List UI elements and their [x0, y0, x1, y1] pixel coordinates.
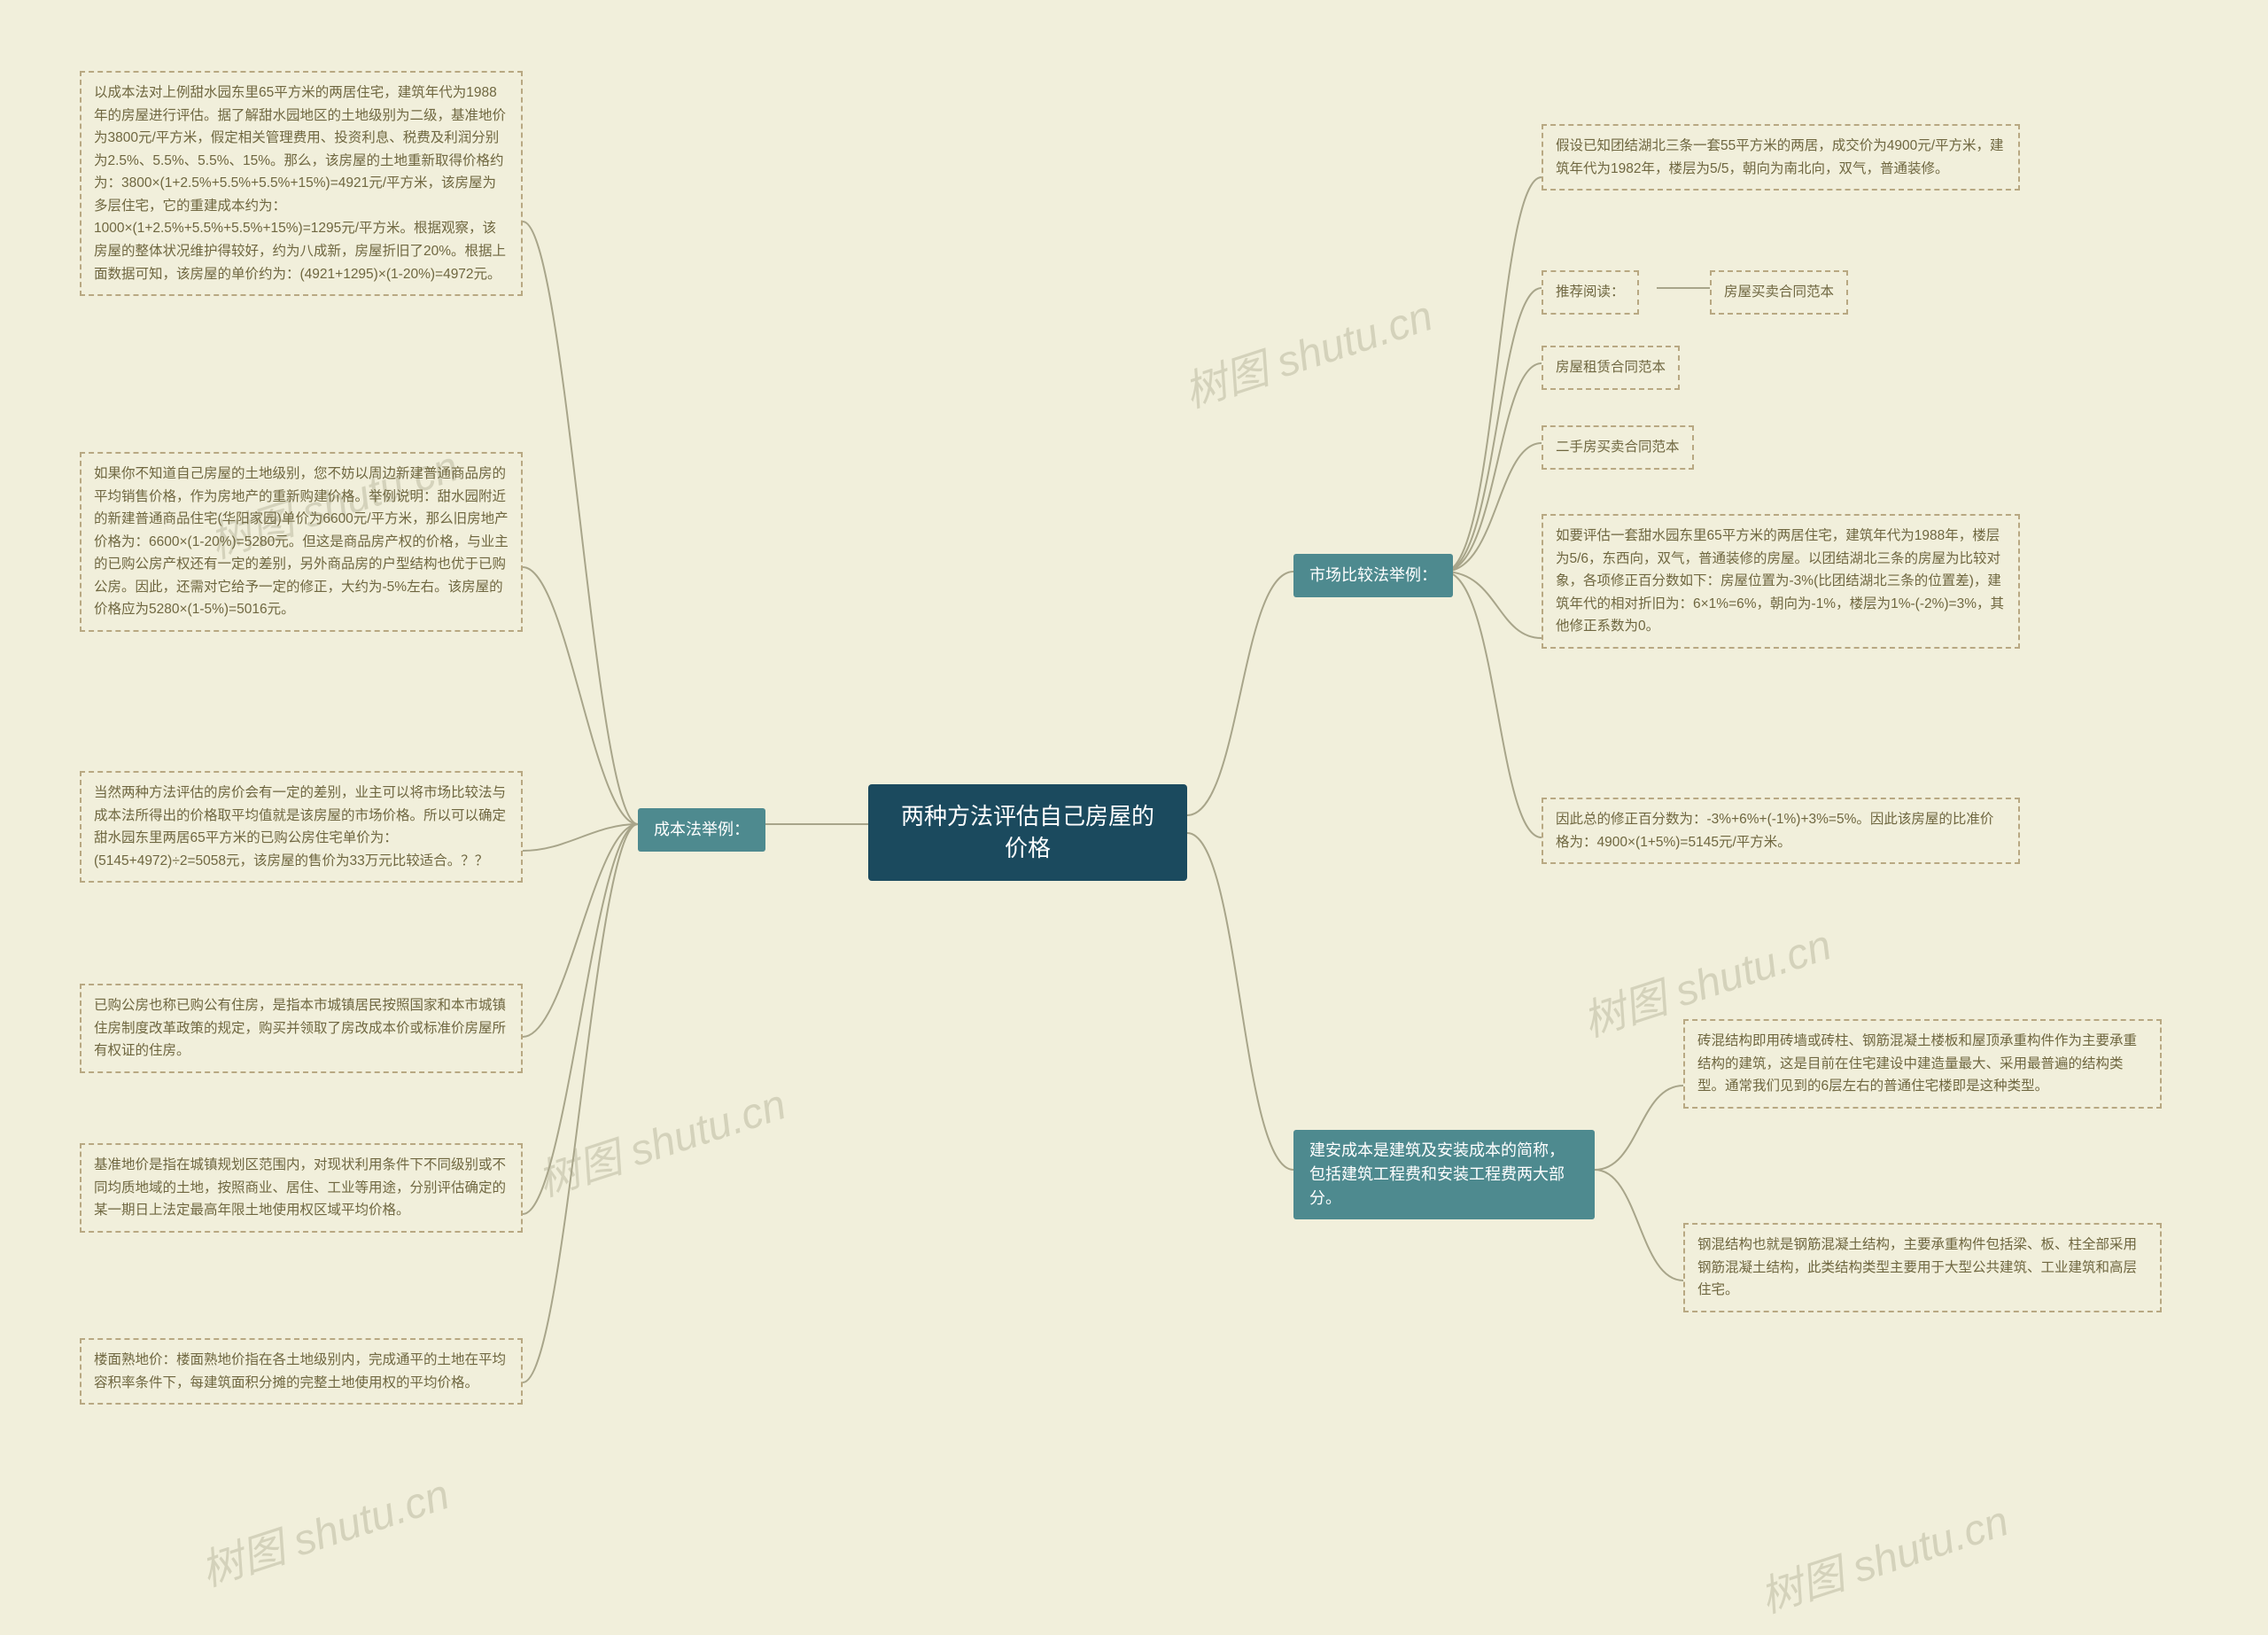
leaf-market-1: 假设已知团结湖北三条一套55平方米的两居，成交价为4900元/平方米，建筑年代为… [1542, 124, 2020, 191]
branch-market-method-label: 市场比较法举例： [1309, 566, 1437, 584]
branch-market-method: 市场比较法举例： [1293, 554, 1453, 597]
leaf-cost-2-text: 如果你不知道自己房屋的土地级别，您不妨以周边新建普通商品房的平均销售价格，作为房… [94, 466, 509, 617]
leaf-cost-5-text: 基准地价是指在城镇规划区范围内，对现状利用条件下不同级别或不同均质地域的土地，按… [94, 1157, 506, 1218]
watermark: 树图 shutu.cn [528, 1070, 792, 1208]
leaf-cost-3-text: 当然两种方法评估的房价会有一定的差别，业主可以将市场比较法与成本法所得出的价格取… [94, 785, 506, 868]
leaf-market-6-text: 因此总的修正百分数为：-3%+6%+(-1%)+3%=5%。因此该房屋的比准价格… [1556, 812, 1993, 850]
leaf-market-5-text: 如要评估一套甜水园东里65平方米的两居住宅，建筑年代为1988年，楼层为5/6，… [1556, 528, 2004, 634]
branch-cost-method-label: 成本法举例： [654, 821, 750, 838]
leaf-market-1-text: 假设已知团结湖北三条一套55平方米的两居，成交价为4900元/平方米，建筑年代为… [1556, 138, 2004, 176]
leaf-cost-4-text: 已购公房也称已购公有住房，是指本市城镇居民按照国家和本市城镇住房制度改革政策的规… [94, 998, 506, 1058]
leaf-construct-1: 砖混结构即用砖墙或砖柱、钢筋混凝土楼板和屋顶承重构件作为主要承重结构的建筑，这是… [1683, 1019, 2162, 1109]
leaf-market-2b: 房屋买卖合同范本 [1710, 270, 1848, 315]
leaf-cost-1: 以成本法对上例甜水园东里65平方米的两居住宅，建筑年代为1988年的房屋进行评估… [80, 71, 523, 296]
center-topic-text: 两种方法评估自己房屋的价格 [901, 803, 1154, 861]
leaf-market-4-text: 二手房买卖合同范本 [1556, 440, 1680, 455]
leaf-cost-6: 楼面熟地价：楼面熟地价指在各土地级别内，完成通平的土地在平均容积率条件下，每建筑… [80, 1338, 523, 1405]
leaf-construct-1-text: 砖混结构即用砖墙或砖柱、钢筋混凝土楼板和屋顶承重构件作为主要承重结构的建筑，这是… [1697, 1033, 2137, 1094]
leaf-market-2: 推荐阅读： [1542, 270, 1639, 315]
leaf-construct-2-text: 钢混结构也就是钢筋混凝土结构，主要承重构件包括梁、板、柱全部采用钢筋混凝土结构，… [1697, 1237, 2137, 1297]
leaf-cost-6-text: 楼面熟地价：楼面熟地价指在各土地级别内，完成通平的土地在平均容积率条件下，每建筑… [94, 1352, 506, 1390]
watermark: 树图 shutu.cn [1175, 281, 1439, 419]
leaf-cost-4: 已购公房也称已购公有住房，是指本市城镇居民按照国家和本市城镇住房制度改革政策的规… [80, 984, 523, 1073]
leaf-market-6: 因此总的修正百分数为：-3%+6%+(-1%)+3%=5%。因此该房屋的比准价格… [1542, 798, 2020, 864]
leaf-market-3: 房屋租赁合同范本 [1542, 346, 1680, 390]
leaf-market-2b-text: 房屋买卖合同范本 [1724, 284, 1834, 300]
leaf-market-5: 如要评估一套甜水园东里65平方米的两居住宅，建筑年代为1988年，楼层为5/6，… [1542, 514, 2020, 649]
branch-construction-cost-label: 建安成本是建筑及安装成本的简称，包括建筑工程费和安装工程费两大部分。 [1309, 1141, 1565, 1207]
leaf-cost-5: 基准地价是指在城镇规划区范围内，对现状利用条件下不同级别或不同均质地域的土地，按… [80, 1143, 523, 1233]
leaf-construct-2: 钢混结构也就是钢筋混凝土结构，主要承重构件包括梁、板、柱全部采用钢筋混凝土结构，… [1683, 1223, 2162, 1312]
watermark: 树图 shutu.cn [1751, 1486, 2015, 1624]
leaf-market-4: 二手房买卖合同范本 [1542, 425, 1694, 470]
leaf-cost-1-text: 以成本法对上例甜水园东里65平方米的两居住宅，建筑年代为1988年的房屋进行评估… [94, 85, 506, 282]
leaf-market-2-text: 推荐阅读： [1556, 284, 1625, 300]
branch-cost-method: 成本法举例： [638, 808, 765, 852]
leaf-cost-3: 当然两种方法评估的房价会有一定的差别，业主可以将市场比较法与成本法所得出的价格取… [80, 771, 523, 883]
leaf-cost-2: 如果你不知道自己房屋的土地级别，您不妨以周边新建普通商品房的平均销售价格，作为房… [80, 452, 523, 632]
watermark: 树图 shutu.cn [191, 1460, 455, 1598]
leaf-market-3-text: 房屋租赁合同范本 [1556, 360, 1666, 375]
center-topic: 两种方法评估自己房屋的价格 [868, 784, 1187, 881]
branch-construction-cost: 建安成本是建筑及安装成本的简称，包括建筑工程费和安装工程费两大部分。 [1293, 1130, 1595, 1219]
